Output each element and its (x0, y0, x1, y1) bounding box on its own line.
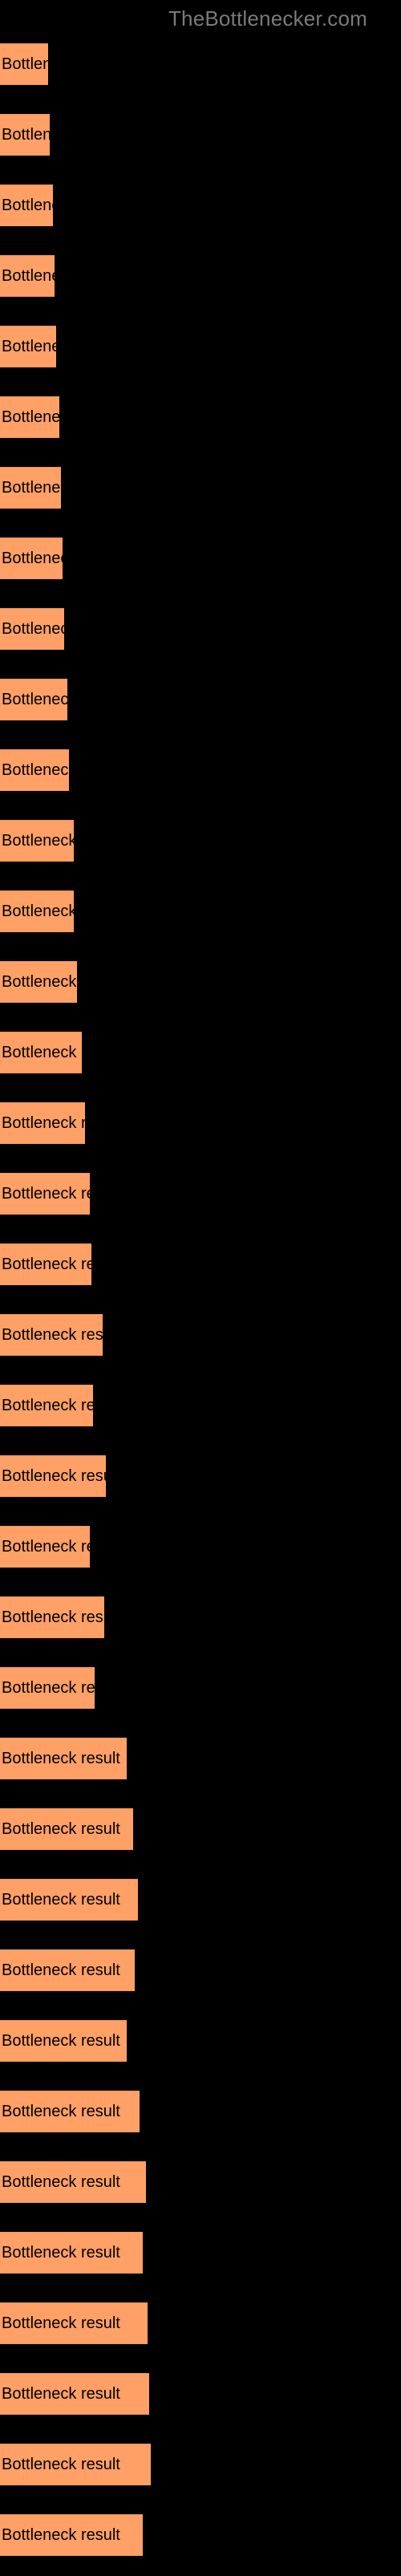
bar[interactable]: Bottleneck result (0, 1314, 103, 1356)
bar-percent-label: 53.6 (152, 2313, 187, 2334)
bar-row: Bottleneck result (0, 105, 401, 164)
bar-row: Bottleneck result (0, 317, 401, 376)
bar-row: Bottleneck result49 (0, 1799, 401, 1859)
bar-row: Bottleneck result (0, 952, 401, 1012)
bar[interactable]: Bottleneck result (0, 1455, 106, 1497)
bar-row: Bottleneck result (0, 740, 401, 800)
bar[interactable]: Bottleneck result (0, 1102, 85, 1144)
bar[interactable]: Bottleneck result (0, 890, 74, 932)
bar-row: Bottleneck result (0, 1093, 401, 1153)
bar-row: Bottleneck result (0, 458, 401, 517)
bar[interactable]: Bottleneck result (0, 2161, 146, 2203)
bar-row: Bottleneck result (0, 1446, 401, 1506)
bar[interactable]: Bottleneck result (0, 1879, 138, 1921)
bar[interactable]: Bottleneck result (0, 961, 77, 1003)
bar[interactable]: Bottleneck result (0, 749, 69, 791)
bar-row: Bottleneck result52.7 (0, 2223, 401, 2282)
bar-row: Bottleneck result54% (0, 2364, 401, 2424)
brand-link[interactable]: TheBottlenecker.com (168, 6, 367, 30)
bar-row: Bottleneck result (0, 1658, 401, 1718)
bar-percent-label: 4 (132, 1748, 141, 1769)
bar[interactable]: Bottleneck result (0, 2514, 143, 2556)
bar-percent-label: 52.7 (148, 2242, 182, 2263)
bar[interactable]: Bottleneck result (0, 1243, 91, 1285)
bar-percent-label: 51. (144, 2101, 169, 2122)
bar[interactable]: Bottleneck result (0, 1385, 93, 1426)
bar-row: Bottleneck result (0, 1376, 401, 1435)
bar-percent-label: 52. (148, 2525, 172, 2546)
bar-row: Bottleneck result (0, 246, 401, 306)
bar-row: Bottleneck result51. (0, 1870, 401, 1929)
bar-row: Bottleneck result54.5 (0, 2435, 401, 2494)
bar-row: Bottleneck result (0, 1305, 401, 1365)
bar-row: Bottleneck result (0, 882, 401, 941)
bar[interactable]: Bottleneck result (0, 2091, 140, 2132)
bar[interactable]: Bottleneck result (0, 2444, 151, 2485)
bar-percent-label: 4 (132, 2030, 141, 2051)
bar-row: Bottleneck result4 (0, 2011, 401, 2071)
bar-row: Bottleneck result (0, 387, 401, 447)
bar-row: Bottleneck result51. (0, 2082, 401, 2141)
bar-row: Bottleneck result4 (0, 1729, 401, 1788)
bar-row: Bottleneck result (0, 529, 401, 588)
bar[interactable]: Bottleneck result (0, 2232, 143, 2274)
bar-row: Bottleneck result (0, 670, 401, 729)
bar-percent-label: 54.5 (156, 2454, 190, 2475)
bar-percent-label: 50 (140, 1960, 159, 1981)
bar[interactable]: Bottleneck result (0, 608, 64, 650)
bar[interactable]: Bottleneck result (0, 1808, 133, 1850)
bar[interactable]: Bottleneck result (0, 326, 56, 367)
bar[interactable]: Bottleneck result (0, 1173, 90, 1215)
bar-percent-label: 53.3 (151, 2172, 185, 2193)
bar-row: Bottleneck result (0, 1164, 401, 1223)
bar[interactable]: Bottleneck result (0, 820, 74, 862)
bar[interactable]: Bottleneck result (0, 1526, 90, 1568)
bar[interactable]: Bottleneck result (0, 255, 55, 297)
bar-chart: Bottleneck resultBottleneck resultBottle… (0, 34, 401, 2565)
bar[interactable]: Bottleneck result (0, 1949, 135, 1991)
bar[interactable]: Bottleneck result (0, 1596, 104, 1638)
bar-row: Bottleneck result (0, 176, 401, 235)
bar-percent-label: 54% (154, 2383, 189, 2404)
bar-row: Bottleneck result (0, 34, 401, 94)
bar-row: Bottleneck result (0, 1588, 401, 1647)
bar[interactable]: Bottleneck result (0, 1738, 127, 1779)
bar[interactable]: Bottleneck result (0, 1667, 95, 1709)
bar[interactable]: Bottleneck result (0, 396, 59, 438)
bar-row: Bottleneck result52. (0, 2505, 401, 2565)
bar[interactable]: Bottleneck result (0, 467, 61, 509)
bar-row: Bottleneck result (0, 1023, 401, 1082)
bar-row: Bottleneck result (0, 1235, 401, 1294)
bar[interactable]: Bottleneck result (0, 2373, 149, 2415)
bar[interactable]: Bottleneck result (0, 2302, 148, 2344)
bar[interactable]: Bottleneck result (0, 538, 63, 579)
bar-row: Bottleneck result50 (0, 1941, 401, 2000)
chart-container: TheBottlenecker.com Bottleneck resultBot… (0, 0, 401, 2565)
bar[interactable]: Bottleneck result (0, 185, 53, 226)
bar-row: Bottleneck result (0, 1517, 401, 1576)
bar-percent-label: 49 (138, 1819, 157, 1840)
bar-row: Bottleneck result (0, 599, 401, 659)
bar[interactable]: Bottleneck result (0, 2020, 127, 2062)
bar-row: Bottleneck result53.3 (0, 2152, 401, 2212)
bar[interactable]: Bottleneck result (0, 43, 48, 85)
bar[interactable]: Bottleneck result (0, 114, 50, 156)
header: TheBottlenecker.com (0, 0, 401, 34)
bar-percent-label: 51. (143, 1889, 168, 1910)
bar-row: Bottleneck result53.6 (0, 2294, 401, 2353)
bar-row: Bottleneck result (0, 811, 401, 870)
bar[interactable]: Bottleneck result (0, 1032, 82, 1073)
bar[interactable]: Bottleneck result (0, 679, 67, 720)
